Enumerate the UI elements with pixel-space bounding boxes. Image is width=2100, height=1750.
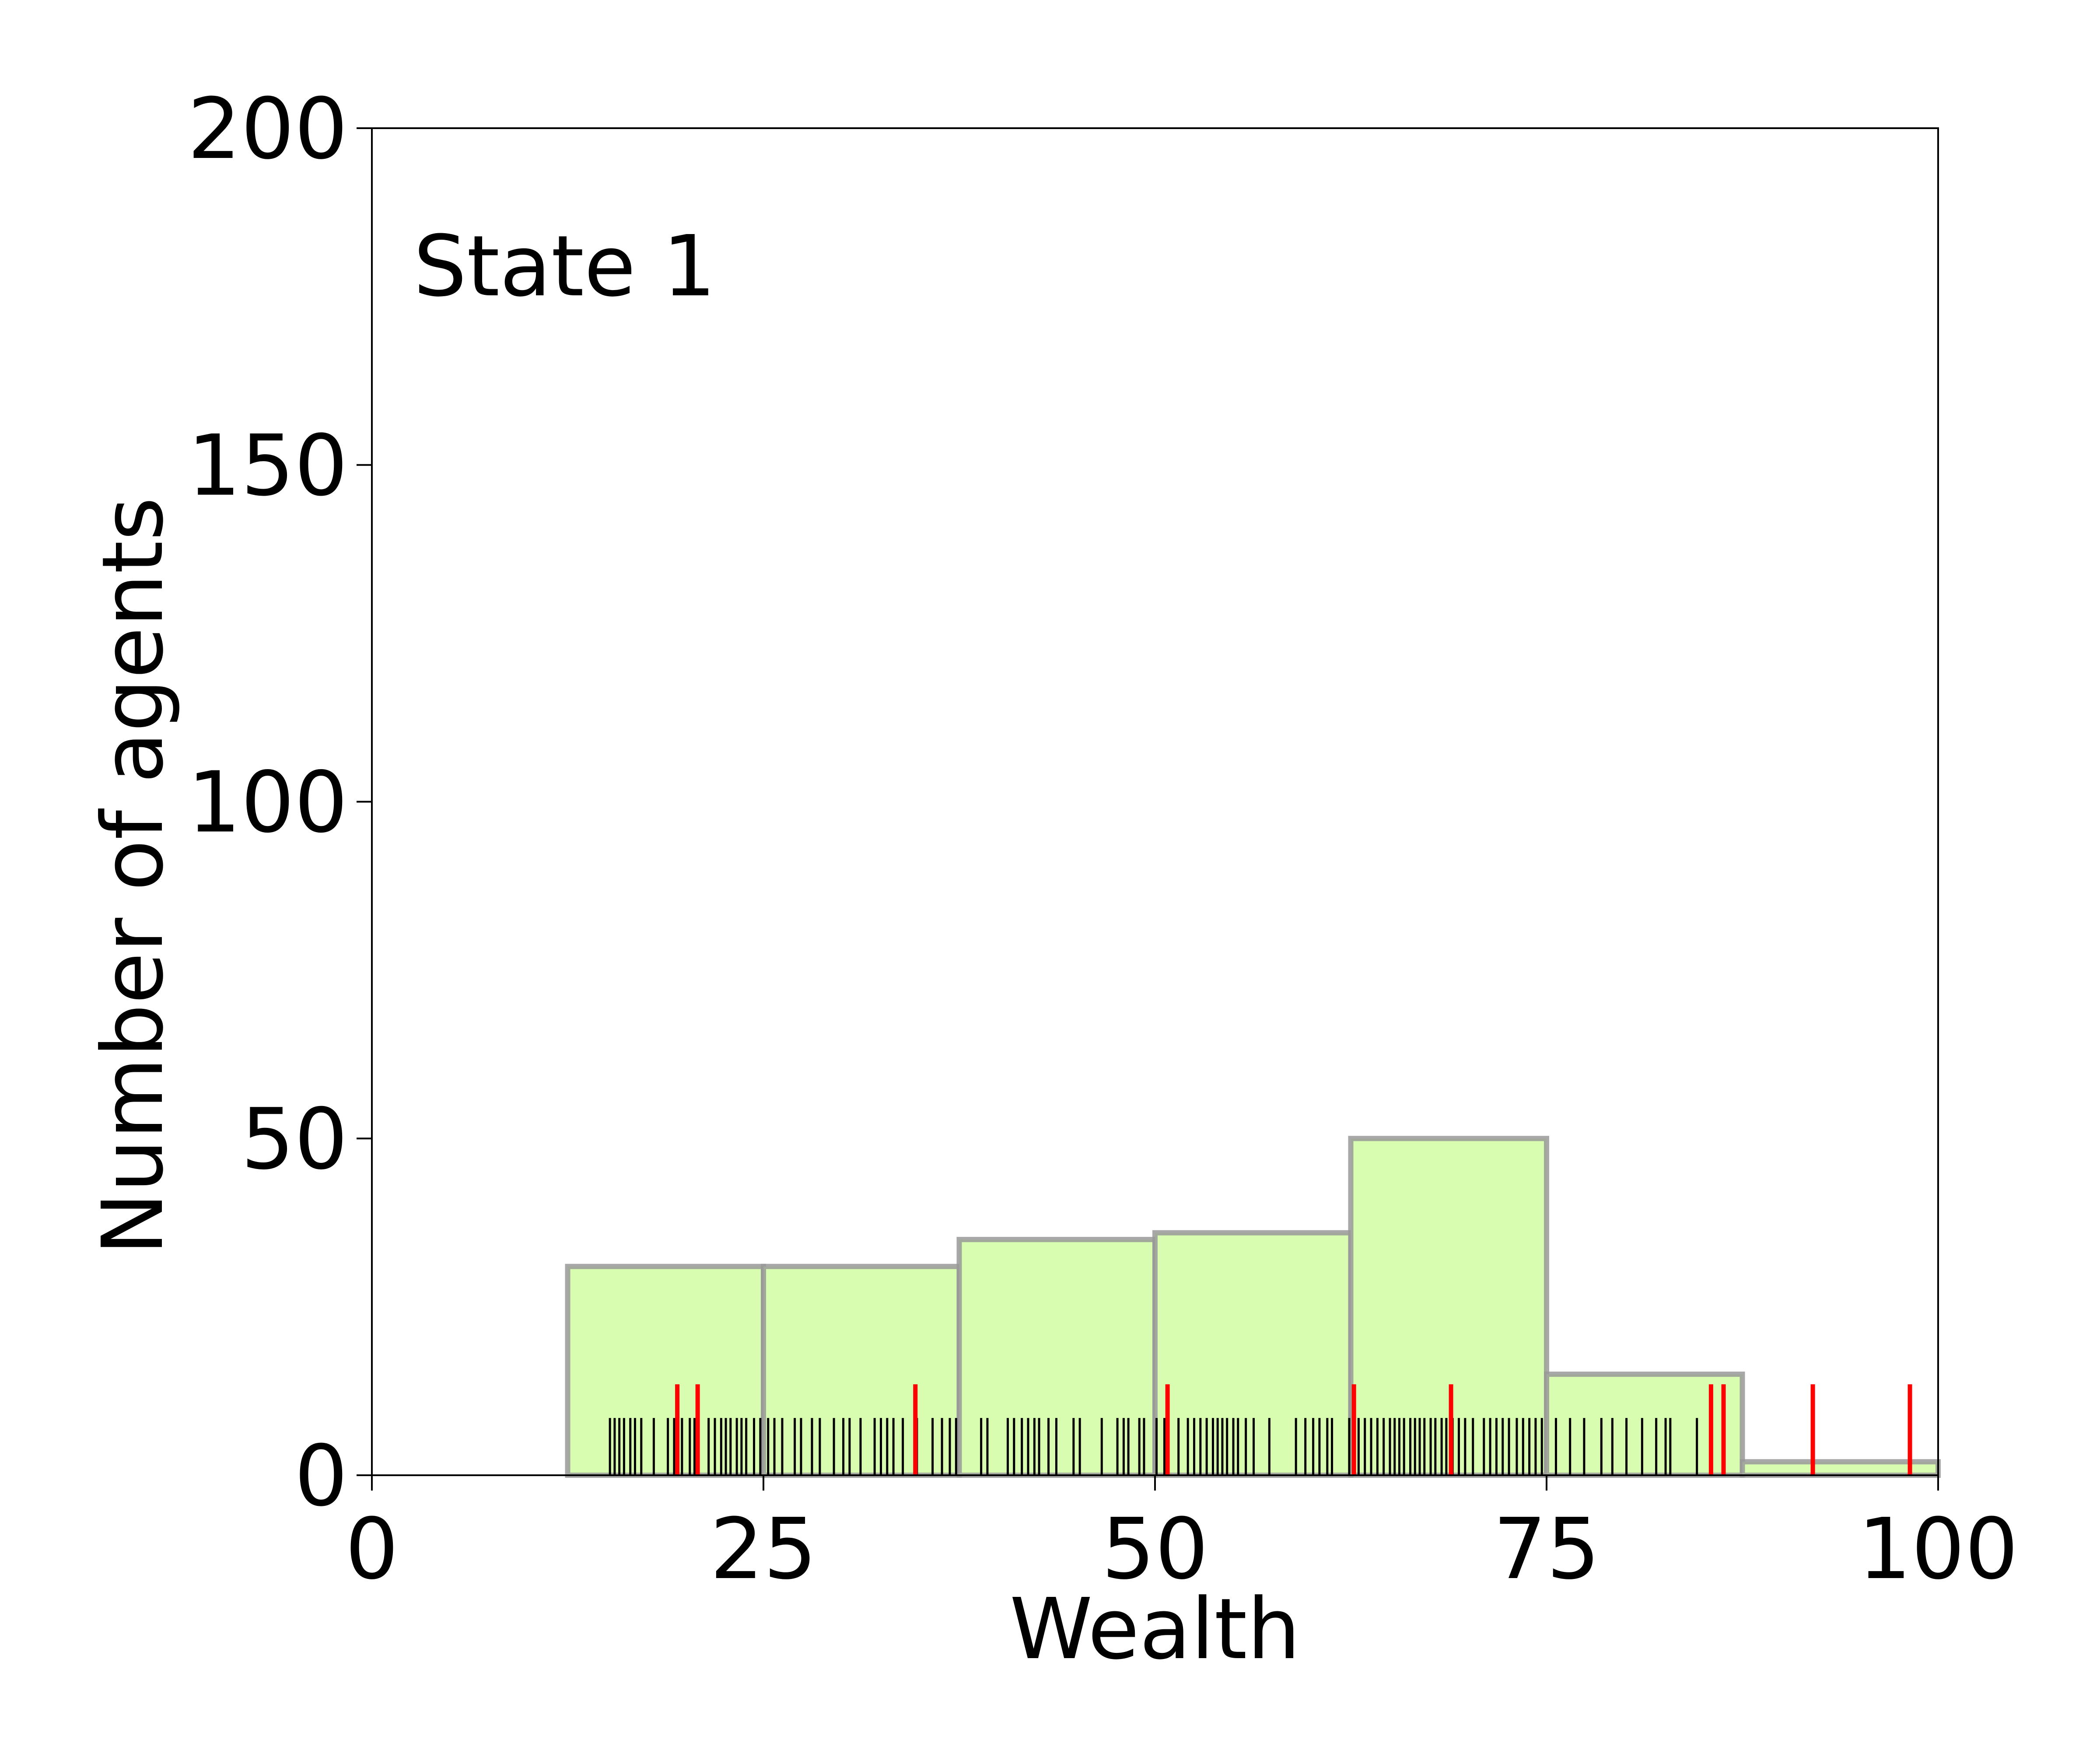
rug-red-marks <box>675 1384 1912 1475</box>
x-tick-label: 75 <box>1493 1501 1600 1598</box>
y-tick-label: 0 <box>294 1428 348 1525</box>
x-tick-label: 100 <box>1858 1501 2018 1598</box>
y-axis-label: Number of agents <box>84 497 182 1255</box>
rug-black-marks <box>609 1418 1698 1475</box>
x-axis-ticks: 0 25 50 75 100 <box>345 1475 2018 1598</box>
x-axis-label: Wealth <box>1010 1581 1301 1678</box>
y-tick-label: 100 <box>188 754 348 852</box>
x-tick-label: 50 <box>1102 1501 1208 1598</box>
y-tick-label: 150 <box>188 417 348 515</box>
y-tick-label: 50 <box>241 1091 348 1188</box>
x-tick-label: 25 <box>710 1501 817 1598</box>
state-annotation: State 1 <box>413 218 716 315</box>
y-tick-label: 200 <box>188 80 348 178</box>
y-axis-ticks: 0 50 100 150 200 <box>188 80 372 1525</box>
x-tick-label: 0 <box>345 1501 399 1598</box>
histogram-bar <box>565 1264 766 1478</box>
